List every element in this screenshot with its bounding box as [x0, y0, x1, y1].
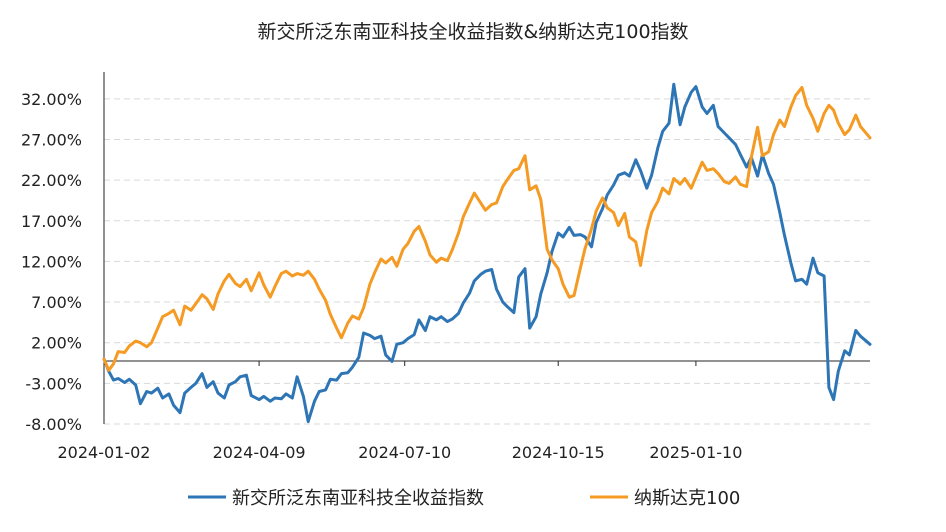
y-axis-ticks: 32.00% 27.00% 22.00% 17.00% 12.00% 7.00% 2.00%…: [21, 90, 82, 434]
legend-label-sea-tech: 新交所泛东南亚科技全收益指数: [232, 488, 484, 509]
series-line-nasdaq100: [102, 85, 872, 372]
x-axis-ticks: 2024-01-02 2024-04-09 2024-07-10 2024-10-15…: [58, 361, 742, 462]
y-tick-label: 7.00%: [31, 293, 82, 312]
x-tick-label: 2024-01-02: [58, 443, 151, 462]
x-tick-label: 2024-10-15: [512, 443, 605, 462]
y-tick-label: 2.00%: [31, 334, 82, 353]
legend-label-nasdaq100: 纳斯达克100: [634, 488, 740, 509]
y-tick-label: 22.00%: [21, 171, 82, 190]
y-tick-label: 27.00%: [21, 130, 82, 149]
legend: 新交所泛东南亚科技全收益指数 纳斯达克100: [188, 488, 740, 509]
y-tick-label: -8.00%: [25, 415, 82, 434]
x-tick-label: 2025-01-10: [649, 443, 742, 462]
y-tick-label: 32.00%: [21, 90, 82, 109]
x-tick-label: 2024-04-09: [213, 443, 306, 462]
y-tick-label: 12.00%: [21, 252, 82, 271]
x-tick-label: 2024-07-10: [358, 443, 451, 462]
chart-title: 新交所泛东南亚科技全收益指数&纳斯达克100指数: [257, 21, 688, 43]
series-lines: [102, 82, 872, 424]
y-tick-label: -3.00%: [25, 374, 82, 393]
grid-lines: [104, 98, 870, 425]
series-line-sea-tech: [102, 82, 872, 424]
y-tick-label: 17.00%: [21, 212, 82, 231]
